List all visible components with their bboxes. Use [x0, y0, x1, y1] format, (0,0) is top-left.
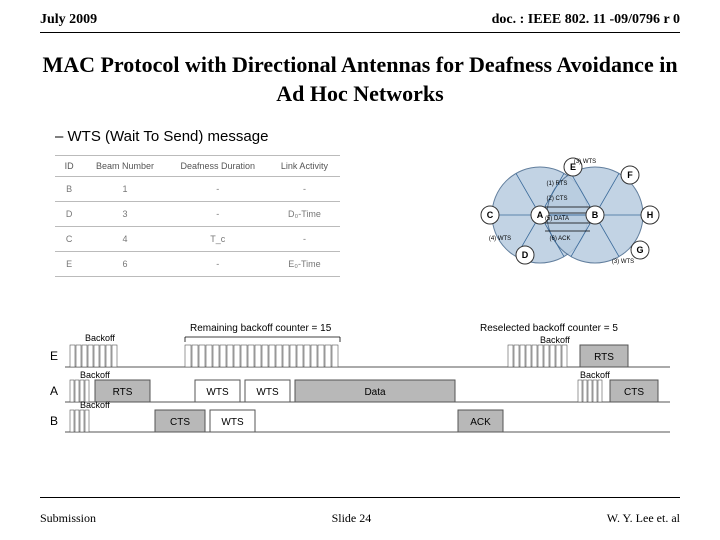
svg-text:H: H	[647, 210, 654, 220]
svg-text:Backoff: Backoff	[85, 333, 115, 343]
svg-text:E: E	[50, 349, 58, 363]
footer-right: W. Y. Lee et. al	[607, 511, 680, 526]
svg-text:(3) WTS: (3) WTS	[612, 259, 634, 265]
header-rule	[40, 32, 680, 33]
svg-text:Backoff: Backoff	[80, 400, 110, 410]
svg-text:RTS: RTS	[113, 387, 133, 398]
content-area: IDBeam NumberDeafness DurationLink Activ…	[55, 155, 665, 277]
svg-text:RTS: RTS	[594, 352, 614, 363]
footer-left: Submission	[40, 511, 96, 526]
slide-title: MAC Protocol with Directional Antennas f…	[40, 51, 680, 108]
footer-rule	[40, 497, 680, 498]
svg-text:(1) RTS: (1) RTS	[547, 181, 568, 187]
svg-text:(2) CTS: (2) CTS	[547, 196, 568, 202]
svg-text:D: D	[522, 250, 529, 260]
svg-text:B: B	[50, 414, 58, 428]
svg-text:A: A	[537, 210, 544, 220]
header-date: July 2009	[40, 12, 97, 28]
svg-text:WTS: WTS	[256, 387, 279, 398]
svg-text:WTS: WTS	[221, 417, 244, 428]
svg-text:(5) DATA: (5) DATA	[545, 216, 569, 222]
svg-text:CTS: CTS	[624, 387, 644, 398]
slide-header: July 2009 doc. : IEEE 802. 11 -09/0796 r…	[0, 0, 720, 32]
svg-text:Backoff: Backoff	[540, 335, 570, 345]
svg-text:Backoff: Backoff	[80, 370, 110, 380]
wts-table: IDBeam NumberDeafness DurationLink Activ…	[55, 155, 340, 277]
svg-text:C: C	[487, 210, 494, 220]
svg-text:(3) WTS: (3) WTS	[574, 159, 596, 165]
svg-text:ACK: ACK	[470, 417, 491, 428]
svg-text:Remaining backoff counter = 15: Remaining backoff counter = 15	[190, 323, 332, 334]
network-diagram: ABCDEFGH(1) RTS(2) CTS(5) DATA(6) ACK(3)…	[445, 145, 675, 285]
timing-diagram: E A B Backoff Remaining backoff counter = 15…	[40, 305, 680, 445]
svg-text:Data: Data	[364, 387, 386, 398]
footer-center: Slide 24	[332, 511, 372, 526]
slide-footer: Submission Slide 24 W. Y. Lee et. al	[0, 511, 720, 526]
svg-text:(4) WTS: (4) WTS	[489, 236, 511, 242]
svg-text:G: G	[636, 245, 643, 255]
svg-text:WTS: WTS	[206, 387, 229, 398]
svg-text:B: B	[592, 210, 599, 220]
subheading: – WTS (Wait To Send) message	[55, 128, 665, 145]
svg-text:A: A	[50, 384, 58, 398]
svg-text:(6) ACK: (6) ACK	[549, 236, 570, 242]
svg-text:Backoff: Backoff	[580, 370, 610, 380]
header-doc: doc. : IEEE 802. 11 -09/0796 r 0	[492, 12, 680, 28]
svg-text:CTS: CTS	[170, 417, 190, 428]
svg-text:F: F	[627, 170, 633, 180]
svg-text:Reselected backoff counter = 5: Reselected backoff counter = 5	[480, 323, 618, 334]
